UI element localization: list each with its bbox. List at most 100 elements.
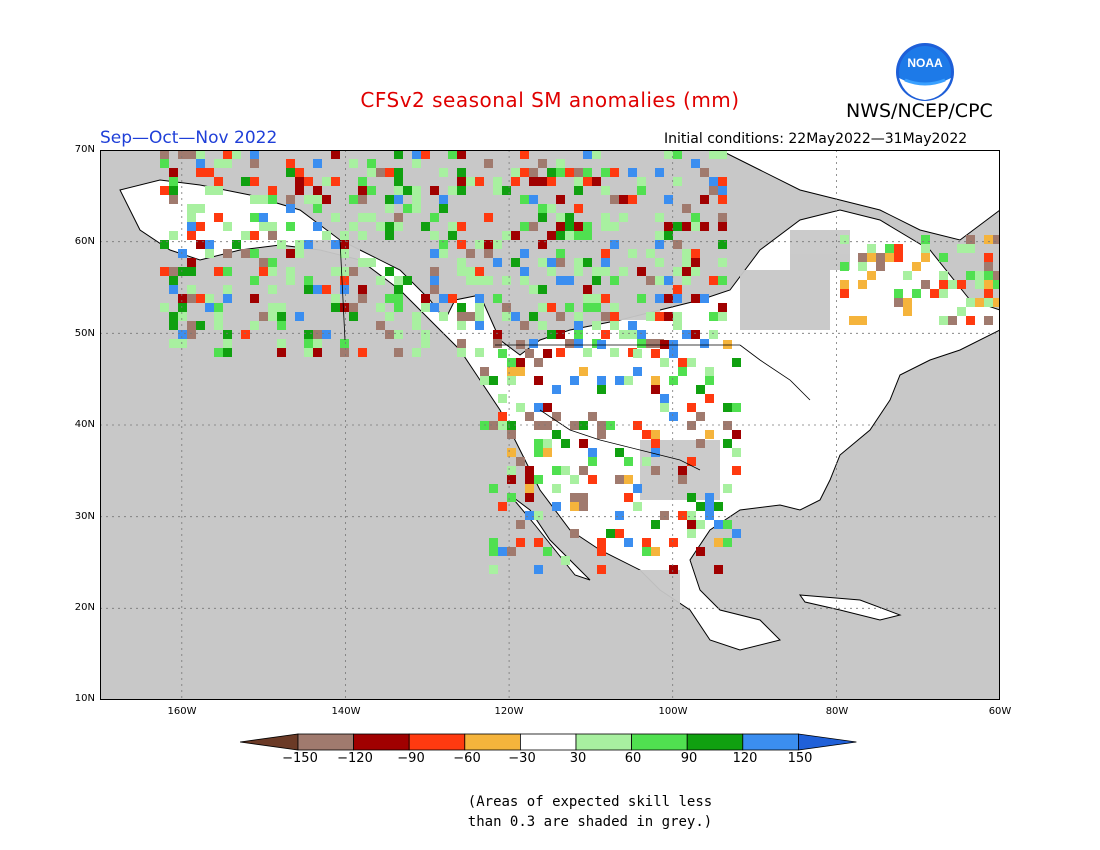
anomaly-cell [651,385,660,394]
anomaly-cell [583,285,592,294]
anomaly-cell [160,303,169,312]
anomaly-cell [286,222,295,231]
anomaly-cell [205,249,214,258]
anomaly-cell [984,316,993,325]
anomaly-cell [331,294,340,303]
anomaly-cell [525,475,534,484]
lon-label-80w: 80W [825,706,849,717]
anomaly-cell [268,312,277,321]
anomaly-cell [169,231,178,240]
anomaly-cell [232,240,241,249]
anomaly-cell [696,547,705,556]
anomaly-cell [394,168,403,177]
anomaly-cell [579,367,588,376]
anomaly-cell [259,312,268,321]
anomaly-cell [592,303,601,312]
anomaly-cell [214,303,223,312]
anomaly-cell [507,430,516,439]
anomaly-cell [223,339,232,348]
anomaly-cell [646,276,655,285]
anomaly-cell [637,294,646,303]
lat-label-10n: 10N [74,693,95,704]
anomaly-cell [178,249,187,258]
anomaly-cell [592,150,601,159]
anomaly-cell [511,168,520,177]
anomaly-cell [457,321,466,330]
anomaly-cell [876,253,885,262]
anomaly-cell [313,195,322,204]
anomaly-cell [448,231,457,240]
anomaly-cell [664,312,673,321]
anomaly-cell [547,168,556,177]
anomaly-cell [691,258,700,267]
anomaly-cell [615,376,624,385]
anomaly-cell [466,276,475,285]
colorbar-swatch [742,733,799,751]
anomaly-cell [624,493,633,502]
anomaly-cell [984,262,993,271]
anomaly-cell [507,475,516,484]
anomaly-cell [349,195,358,204]
anomaly-cell [646,249,655,258]
anomaly-cell [700,195,709,204]
colorbar-label-4: −60 [453,751,481,766]
lon-label-120w: 120W [494,706,524,717]
anomaly-cell [592,177,601,186]
anomaly-cell [394,303,403,312]
season-label: Sep—Oct—Nov 2022 [100,128,278,148]
anomaly-cell [457,267,466,276]
anomaly-cell [241,177,250,186]
anomaly-cell [574,267,583,276]
anomaly-cell [678,475,687,484]
anomaly-cell [457,348,466,357]
anomaly-cell [516,358,525,367]
anomaly-cell [187,258,196,267]
anomaly-cell [304,330,313,339]
anomaly-cell [993,280,1000,289]
anomaly-cell [520,249,529,258]
anomaly-cell [277,240,286,249]
anomaly-cell [475,294,484,303]
anomaly-cell [885,253,894,262]
anomaly-cell [624,538,633,547]
anomaly-cell [178,339,187,348]
anomaly-cell [984,280,993,289]
colorbar-swatch [353,733,410,751]
anomaly-cell [628,195,637,204]
anomaly-cell [340,303,349,312]
colorbar-label-8: 90 [680,751,698,766]
anomaly-cell [597,538,606,547]
anomaly-cell [543,403,552,412]
anomaly-cell [903,307,912,316]
anomaly-cell [651,349,660,358]
anomaly-cell [912,262,921,271]
anomaly-cell [516,403,525,412]
anomaly-cell [597,385,606,394]
anomaly-cell [655,276,664,285]
anomaly-cell [313,348,322,357]
anomaly-cell [615,529,624,538]
anomaly-cell [178,150,187,159]
anomaly-cell [511,177,520,186]
anomaly-cell [286,204,295,213]
anomaly-cell [547,231,556,240]
anomaly-cell [705,430,714,439]
anomaly-cell [718,186,727,195]
anomaly-cell [552,484,561,493]
anomaly-cell [610,276,619,285]
colorbar-swatch [297,733,354,751]
anomaly-cell [556,330,565,339]
anomaly-cell [340,276,349,285]
anomaly-cell [574,330,583,339]
anomaly-cell [340,240,349,249]
anomaly-cell [966,244,975,253]
anomaly-cell [529,285,538,294]
anomaly-cell [718,150,727,159]
anomaly-cell [669,349,678,358]
anomaly-cell [502,186,511,195]
anomaly-cell [448,186,457,195]
anomaly-cell [691,330,700,339]
lat-label-50n: 50N [74,328,95,339]
anomaly-cell [723,538,732,547]
anomaly-cell [610,321,619,330]
